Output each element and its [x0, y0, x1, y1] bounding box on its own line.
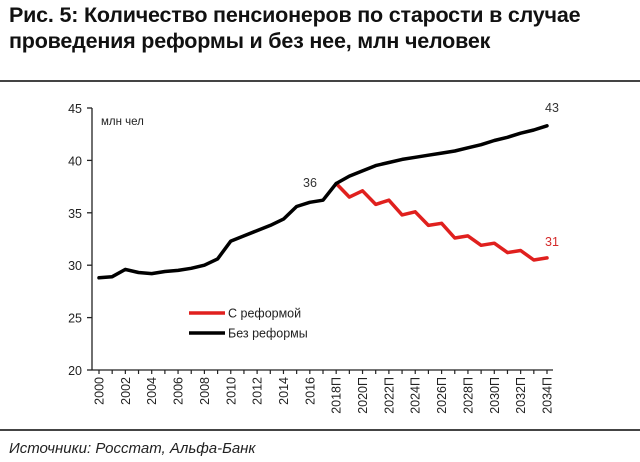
top-divider — [0, 80, 640, 82]
data-label: 31 — [545, 235, 559, 249]
legend-label: Без реформы — [228, 327, 308, 341]
y-tick-label: 30 — [68, 259, 82, 273]
data-label: 36 — [303, 176, 317, 190]
x-axis: 2000 2002 2004 2006 2008 2010 2012 2014 2016 2018… — [92, 369, 555, 414]
y-tick-label: 20 — [68, 364, 82, 378]
x-tick-label: 2016 — [303, 377, 317, 405]
line-chart: 20 25 30 35 40 45 2000 2002 2004 2006 2008 2010 201… — [68, 101, 559, 414]
x-tick-label: 2004 — [145, 377, 159, 405]
y-tick-label: 25 — [68, 312, 82, 326]
x-tick-label: 2002 — [119, 377, 133, 405]
x-tick-label: 2032П — [514, 377, 528, 414]
y-tick-label: 40 — [68, 154, 82, 168]
x-tick-label: 2024П — [409, 377, 423, 414]
x-tick-label: 2012 — [251, 377, 265, 405]
source-note: Источники: Росстат, Альфа-Банк — [9, 440, 256, 457]
y-tick-label: 35 — [68, 207, 82, 221]
x-tick-label: 2000 — [93, 377, 107, 405]
legend-label: С реформой — [228, 307, 301, 321]
annotations: 36 43 31 — [303, 101, 559, 249]
x-tick-label: 2022П — [382, 377, 396, 414]
x-tick-label: 2026П — [435, 377, 449, 414]
x-tick-label: 2034П — [541, 377, 555, 414]
series-line-without-reform — [97, 124, 549, 280]
x-tick-label: 2014 — [277, 377, 291, 405]
bottom-divider — [0, 429, 640, 431]
x-tick-label: 2010 — [224, 377, 238, 405]
legend: С реформой Без реформы — [189, 307, 308, 341]
x-tick-label: 2018П — [330, 377, 344, 414]
data-label: 43 — [545, 101, 559, 115]
y-axis: 20 25 30 35 40 45 — [68, 102, 93, 378]
series-line-with-reform — [334, 181, 549, 262]
x-tick-label: 2030П — [488, 377, 502, 414]
series-layer — [97, 124, 549, 280]
x-tick-label: 2006 — [172, 377, 186, 405]
y-axis-unit-label: млн чел — [101, 116, 144, 128]
x-tick-label: 2020П — [356, 377, 370, 414]
y-tick-label: 45 — [68, 102, 82, 116]
x-tick-label: 2028П — [461, 377, 475, 414]
x-tick-label: 2008 — [198, 377, 212, 405]
figure-title: Рис. 5: Количество пенсионеров по старос… — [9, 3, 581, 53]
